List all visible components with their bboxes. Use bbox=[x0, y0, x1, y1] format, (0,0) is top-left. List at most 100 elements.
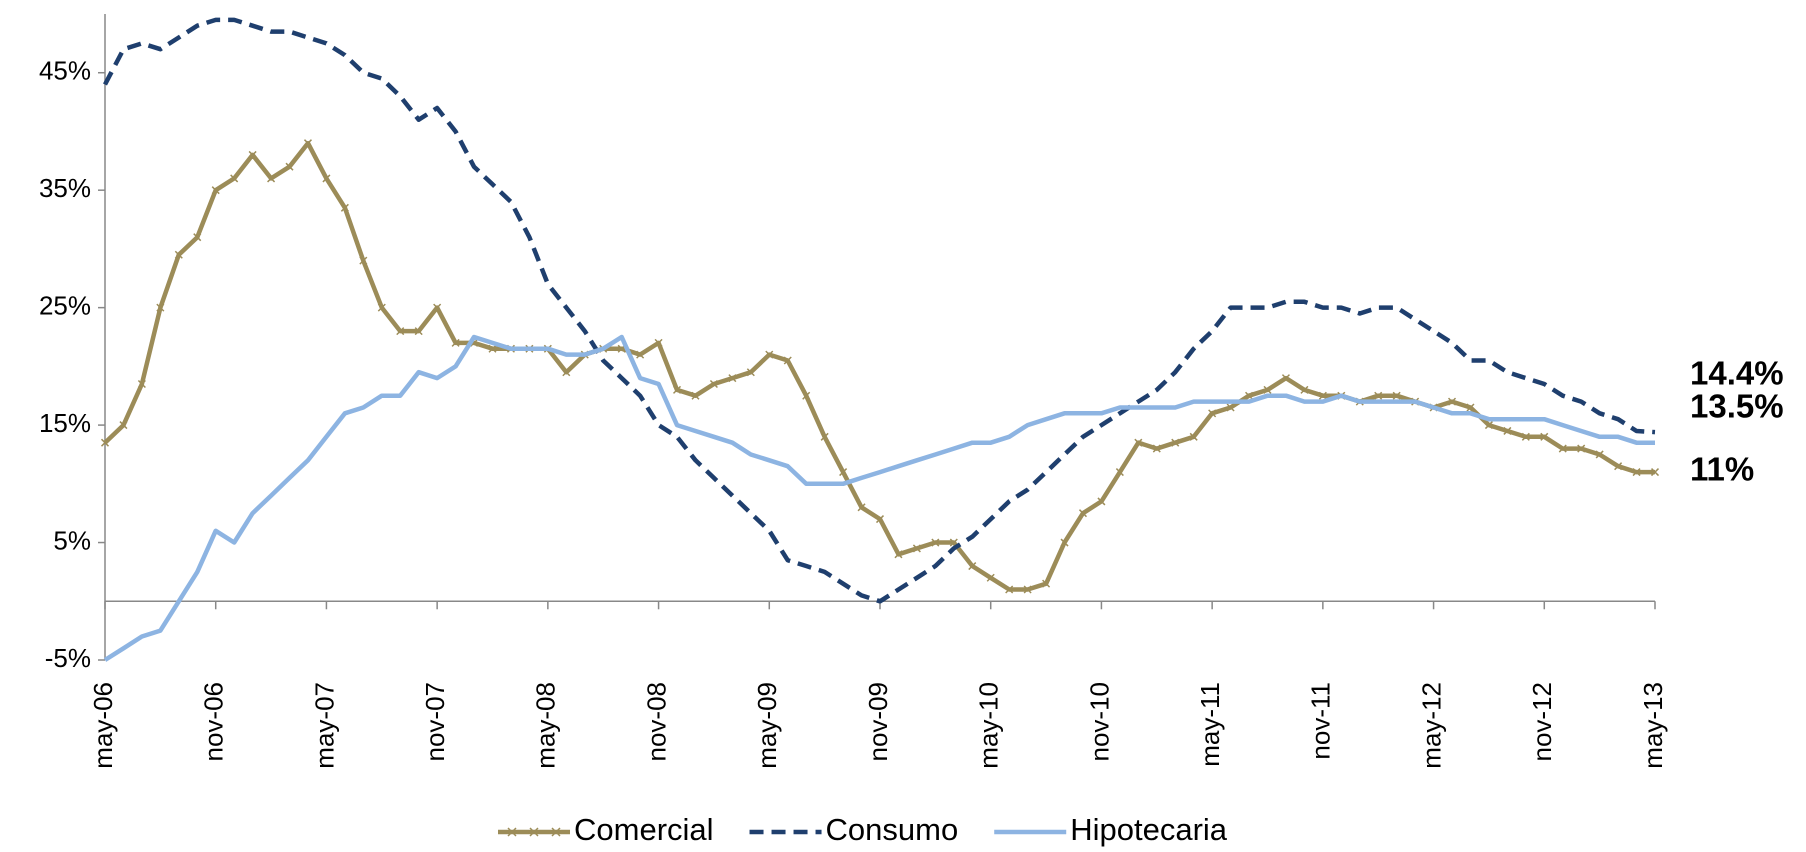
x-tick-label: may-13 bbox=[1638, 682, 1668, 769]
point-marker bbox=[654, 338, 663, 347]
point-marker bbox=[1650, 468, 1660, 477]
x-tick-label: nov-06 bbox=[199, 682, 229, 762]
point-marker bbox=[1484, 421, 1493, 430]
point-marker bbox=[672, 385, 682, 394]
end-label: 11% bbox=[1690, 451, 1754, 488]
point-marker bbox=[1577, 444, 1586, 453]
point-marker bbox=[1447, 397, 1457, 406]
y-tick-label: 5% bbox=[53, 525, 91, 555]
x-tick-label: nov-08 bbox=[641, 682, 671, 762]
point-marker bbox=[1005, 585, 1014, 594]
point-marker bbox=[267, 174, 276, 183]
point-marker bbox=[968, 562, 977, 571]
point-marker bbox=[1042, 579, 1051, 588]
y-tick-label: 45% bbox=[39, 56, 91, 86]
point-marker bbox=[802, 391, 811, 400]
y-tick-label: 15% bbox=[39, 408, 91, 438]
point-marker bbox=[1152, 444, 1161, 453]
point-marker bbox=[230, 174, 239, 183]
point-marker bbox=[1614, 462, 1623, 471]
point-marker bbox=[396, 327, 405, 336]
series-line bbox=[103, 17, 1656, 604]
point-marker bbox=[728, 374, 737, 383]
legend-marker bbox=[551, 827, 561, 837]
legend-label: Hipotecaria bbox=[1070, 812, 1228, 847]
point-marker bbox=[1503, 426, 1512, 435]
point-marker bbox=[709, 379, 718, 389]
point-marker bbox=[1281, 374, 1290, 383]
legend-label: Comercial bbox=[574, 812, 714, 847]
point-marker bbox=[691, 391, 700, 400]
point-marker bbox=[285, 162, 294, 171]
point-marker bbox=[1595, 450, 1604, 459]
legend-marker bbox=[529, 827, 539, 837]
point-marker bbox=[340, 203, 349, 212]
point-marker bbox=[931, 538, 940, 547]
point-marker bbox=[100, 438, 110, 447]
point-marker bbox=[1540, 432, 1549, 441]
point-marker bbox=[1078, 509, 1088, 518]
point-marker bbox=[894, 550, 903, 559]
point-marker bbox=[1300, 385, 1309, 394]
point-marker bbox=[377, 303, 386, 312]
x-tick-label: may-07 bbox=[309, 682, 339, 769]
point-marker bbox=[857, 503, 866, 512]
x-tick-label: may-08 bbox=[531, 682, 561, 769]
x-tick-label: may-10 bbox=[974, 682, 1004, 769]
series-line bbox=[103, 140, 1655, 592]
series-line bbox=[103, 334, 1655, 662]
x-tick-label: may-09 bbox=[752, 682, 782, 769]
point-marker bbox=[248, 150, 257, 159]
point-marker bbox=[839, 468, 848, 477]
x-tick-label: may-11 bbox=[1195, 682, 1225, 767]
end-label: 13.5% bbox=[1690, 388, 1784, 425]
y-tick-label: 25% bbox=[39, 291, 91, 321]
point-marker bbox=[1097, 497, 1106, 506]
point-marker bbox=[1245, 391, 1254, 400]
point-marker bbox=[156, 303, 165, 312]
point-marker bbox=[414, 327, 423, 336]
point-marker bbox=[193, 233, 202, 242]
legend-marker bbox=[507, 827, 517, 837]
x-tick-label: nov-11 bbox=[1306, 682, 1336, 760]
point-marker bbox=[137, 379, 146, 389]
point-marker bbox=[912, 544, 921, 553]
point-marker bbox=[359, 256, 368, 265]
point-marker bbox=[1632, 468, 1641, 477]
point-marker bbox=[433, 303, 442, 312]
point-marker bbox=[211, 186, 220, 195]
point-marker bbox=[1466, 403, 1475, 412]
point-marker bbox=[174, 250, 183, 259]
point-marker bbox=[322, 174, 331, 183]
point-marker bbox=[875, 515, 885, 524]
point-marker bbox=[1374, 391, 1383, 400]
point-marker bbox=[119, 421, 128, 430]
point-marker bbox=[451, 338, 460, 347]
point-marker bbox=[1521, 432, 1530, 441]
point-marker bbox=[1558, 444, 1567, 453]
point-marker bbox=[1023, 585, 1032, 594]
point-marker bbox=[1392, 391, 1401, 400]
end-label: 14.4% bbox=[1690, 355, 1784, 392]
point-marker bbox=[1263, 385, 1272, 394]
x-tick-label: nov-09 bbox=[863, 682, 893, 762]
point-marker bbox=[765, 350, 774, 359]
x-tick-label: nov-12 bbox=[1527, 682, 1557, 762]
point-marker bbox=[488, 344, 497, 353]
point-marker bbox=[1060, 538, 1069, 547]
point-marker bbox=[303, 139, 313, 148]
y-tick-label: -5% bbox=[45, 643, 91, 673]
point-marker bbox=[746, 368, 755, 377]
point-marker bbox=[636, 350, 645, 359]
legend: Comercial Consumo Hipotecaria bbox=[498, 812, 1228, 847]
point-marker bbox=[1318, 391, 1327, 400]
point-marker bbox=[562, 368, 571, 377]
legend-label: Consumo bbox=[826, 812, 959, 847]
point-marker bbox=[1189, 432, 1198, 441]
x-tick-label: nov-10 bbox=[1084, 682, 1114, 762]
x-tick-label: nov-07 bbox=[420, 682, 450, 762]
point-marker bbox=[1226, 403, 1235, 412]
x-tick-label: may-06 bbox=[88, 682, 118, 769]
point-marker bbox=[820, 432, 829, 441]
